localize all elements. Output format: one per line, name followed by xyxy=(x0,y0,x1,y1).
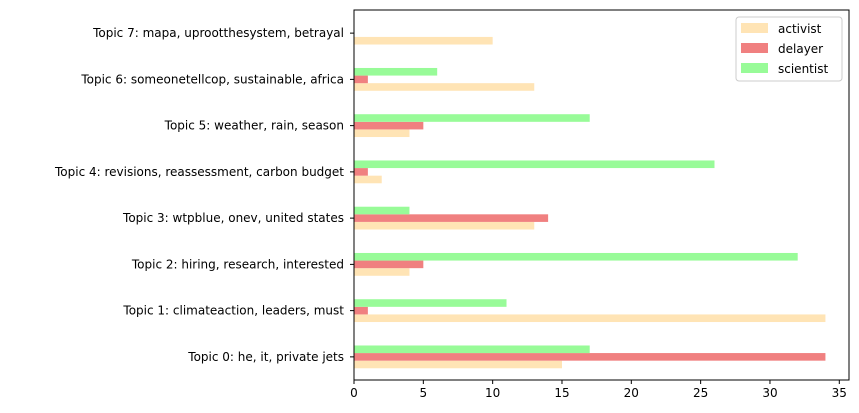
x-ticks: 0 5 10 15 20 25 30 35 xyxy=(350,380,847,400)
x-tick-label-4: 20 xyxy=(624,386,639,400)
bar-activist-0 xyxy=(354,360,562,369)
bar-delayer-2 xyxy=(354,260,424,269)
y-tick-label-1: Topic 1: climateaction, leaders, must xyxy=(122,304,344,318)
x-tick-label-1: 5 xyxy=(420,386,428,400)
x-tick-label-3: 15 xyxy=(554,386,569,400)
bar-scientist-0 xyxy=(354,345,590,354)
y-tick-label-7: Topic 7: mapa, uprootthesystem, betrayal xyxy=(92,26,344,40)
axes-frame xyxy=(353,9,850,381)
y-tick-label-5: Topic 5: weather, rain, season xyxy=(164,119,344,133)
bar-activist-7 xyxy=(354,36,493,45)
bars-layer xyxy=(354,36,826,369)
legend-swatch-scientist xyxy=(741,63,768,73)
legend-label-scientist: scientist xyxy=(778,62,828,76)
bar-scientist-3 xyxy=(354,206,410,215)
bar-delayer-3 xyxy=(354,214,549,222)
bar-activist-5 xyxy=(354,129,410,138)
bar-activist-3 xyxy=(354,221,535,230)
bar-activist-2 xyxy=(354,268,410,276)
y-tick-label-4: Topic 4: revisions, reassessment, carbon… xyxy=(54,165,344,179)
bar-scientist-4 xyxy=(354,160,715,169)
bar-delayer-6 xyxy=(354,75,368,84)
y-ticks: Topic 0: he, it, private jets Topic 1: cl… xyxy=(54,26,354,364)
legend-label-delayer: delayer xyxy=(778,42,823,56)
bar-scientist-1 xyxy=(354,299,507,307)
bar-activist-4 xyxy=(354,175,382,184)
bar-delayer-4 xyxy=(354,168,368,176)
legend-swatch-activist xyxy=(741,23,768,33)
legend-label-activist: activist xyxy=(778,22,822,36)
bar-activist-1 xyxy=(354,314,826,323)
x-tick-label-2: 10 xyxy=(485,386,500,400)
x-tick-label-0: 0 xyxy=(350,386,358,400)
legend: activist delayer scientist xyxy=(735,16,843,82)
bar-activist-6 xyxy=(354,83,535,91)
y-tick-label-6: Topic 6: someonetellcop, sustainable, af… xyxy=(80,72,344,86)
x-tick-label-6: 30 xyxy=(762,386,777,400)
x-tick-label-5: 25 xyxy=(693,386,708,400)
y-tick-label-2: Topic 2: hiring, research, interested xyxy=(131,257,344,271)
bar-delayer-1 xyxy=(354,306,368,315)
legend-swatch-delayer xyxy=(741,43,768,53)
y-tick-label-3: Topic 3: wtpblue, onev, united states xyxy=(122,211,344,225)
x-tick-label-7: 35 xyxy=(832,386,847,400)
bar-scientist-6 xyxy=(354,67,438,76)
bar-delayer-0 xyxy=(354,353,826,361)
bar-delayer-5 xyxy=(354,121,424,130)
bar-scientist-5 xyxy=(354,114,590,122)
y-tick-label-0: Topic 0: he, it, private jets xyxy=(187,350,344,364)
bar-scientist-2 xyxy=(354,252,798,261)
